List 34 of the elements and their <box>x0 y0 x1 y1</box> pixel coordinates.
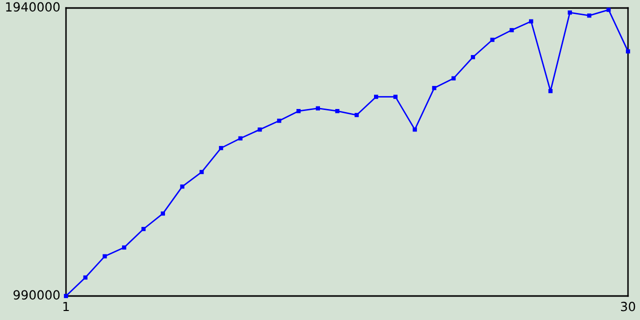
point <box>432 86 436 90</box>
point <box>102 254 107 258</box>
x-tick-label: 1 <box>63 302 69 312</box>
point <box>258 127 262 132</box>
x-tick-label: 30 <box>621 302 636 312</box>
point <box>83 275 88 280</box>
point <box>470 55 476 60</box>
point <box>626 49 630 54</box>
point <box>490 38 494 42</box>
point <box>335 108 340 114</box>
point <box>296 108 301 114</box>
point <box>568 10 572 15</box>
point <box>354 112 359 118</box>
point <box>238 136 242 140</box>
point <box>452 76 456 80</box>
point <box>141 226 146 232</box>
point <box>122 245 126 250</box>
point <box>316 106 320 110</box>
point <box>374 94 378 99</box>
point <box>510 28 514 32</box>
point <box>64 294 68 298</box>
y-tick-label: 990000 <box>14 290 60 300</box>
point <box>606 8 611 12</box>
point <box>393 94 398 99</box>
point <box>180 184 184 189</box>
point <box>529 19 534 24</box>
point <box>218 146 224 150</box>
y-tick-label: 1940000 <box>6 2 60 12</box>
point <box>587 13 592 18</box>
point <box>412 127 417 132</box>
point <box>200 170 204 174</box>
point <box>277 118 282 123</box>
point <box>548 88 553 94</box>
point <box>160 211 165 216</box>
